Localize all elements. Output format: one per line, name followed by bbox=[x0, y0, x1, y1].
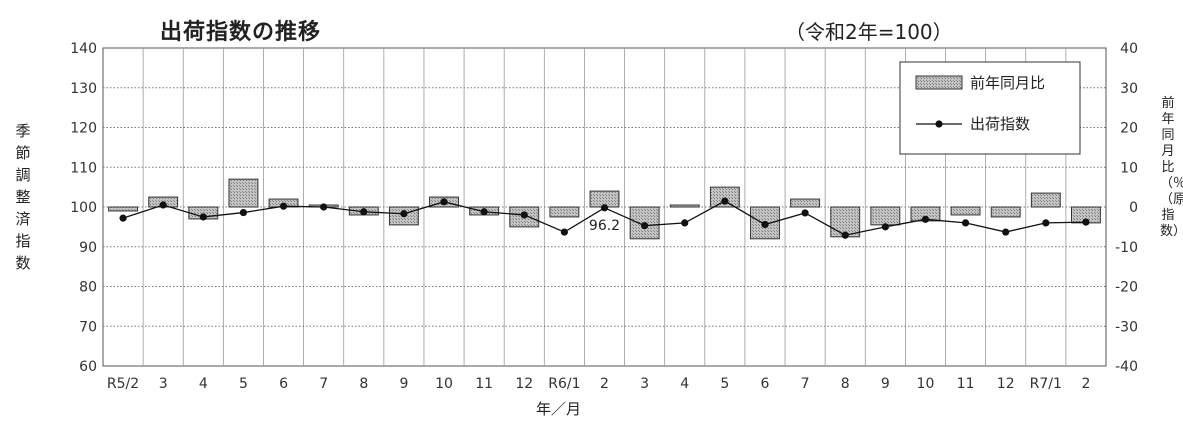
data-point-shipment-index bbox=[761, 220, 769, 229]
y-right-tick-label: 40 bbox=[1120, 41, 1138, 57]
x-tick-label: 8 bbox=[841, 376, 850, 392]
data-point-shipment-index bbox=[560, 228, 568, 236]
x-tick-label: 9 bbox=[881, 376, 890, 392]
data-point-shipment-index bbox=[440, 198, 448, 206]
x-tick-label: 12 bbox=[997, 376, 1015, 392]
y-left-tick-label: 80 bbox=[79, 280, 97, 296]
x-tick-label: 3 bbox=[640, 376, 649, 392]
x-tick-label: 8 bbox=[359, 376, 368, 392]
x-tick-label: 10 bbox=[917, 376, 935, 392]
y-left-tick-label: 110 bbox=[70, 160, 97, 176]
x-tick-label: R6/1 bbox=[548, 376, 580, 392]
x-tick-label: 5 bbox=[239, 376, 248, 392]
x-tick-label: 11 bbox=[475, 376, 493, 392]
bar-yoy bbox=[990, 206, 1021, 218]
data-point-shipment-index bbox=[239, 208, 248, 217]
data-point-shipment-index bbox=[119, 214, 127, 222]
legend-label-yoy: 前年同月比 bbox=[970, 74, 1045, 92]
y-left-tick-label: 120 bbox=[70, 121, 97, 137]
y-right-tick-label: 20 bbox=[1120, 121, 1138, 137]
data-point-shipment-index bbox=[520, 211, 528, 219]
data-point-shipment-index bbox=[841, 231, 849, 239]
legend-label-index: 出荷指数 bbox=[970, 115, 1030, 133]
data-point-shipment-index bbox=[360, 208, 368, 216]
bar-yoy bbox=[870, 206, 901, 226]
y-axis-left-label: 季節調整済指数 bbox=[15, 122, 31, 272]
legend-swatch-marker bbox=[935, 120, 943, 128]
data-point-shipment-index bbox=[801, 209, 809, 217]
x-axis-label: 年／月 bbox=[536, 400, 582, 418]
bar-yoy bbox=[108, 206, 139, 212]
x-tick-label: 2 bbox=[600, 376, 609, 392]
data-point-shipment-index bbox=[721, 197, 729, 205]
data-point-shipment-index bbox=[480, 208, 488, 216]
y-left-tick-label: 60 bbox=[79, 359, 97, 375]
y-right-tick-label: 10 bbox=[1120, 160, 1138, 176]
bar-yoy bbox=[228, 178, 259, 208]
x-tick-label: R7/1 bbox=[1030, 376, 1062, 392]
bar-yoy bbox=[669, 204, 700, 208]
data-point-shipment-index bbox=[961, 219, 970, 227]
x-tick-label: 9 bbox=[399, 376, 408, 392]
data-point-shipment-index bbox=[1042, 219, 1050, 227]
x-tick-label: 4 bbox=[199, 376, 208, 392]
y-left-tick-label: 90 bbox=[79, 240, 97, 256]
x-tick-label: 7 bbox=[801, 376, 810, 392]
data-point-shipment-index bbox=[400, 210, 408, 218]
x-tick-label: 7 bbox=[319, 376, 328, 392]
y-right-tick-label: 0 bbox=[1129, 200, 1138, 216]
bar-yoy bbox=[549, 206, 580, 218]
x-tick-label: 5 bbox=[720, 376, 729, 392]
x-tick-label: 4 bbox=[680, 376, 689, 392]
x-tick-label: 11 bbox=[957, 376, 975, 392]
y-left-tick-label: 130 bbox=[70, 81, 97, 97]
bar-yoy bbox=[709, 186, 740, 208]
y-left-tick-label: 100 bbox=[70, 200, 97, 216]
data-point-shipment-index bbox=[881, 223, 889, 231]
chart-subtitle: （令和2年=100） bbox=[785, 20, 953, 44]
x-tick-label: 3 bbox=[159, 376, 168, 392]
data-point-shipment-index bbox=[921, 215, 930, 223]
x-tick-label: 12 bbox=[515, 376, 533, 392]
data-point-shipment-index bbox=[641, 222, 649, 230]
data-point-shipment-index bbox=[320, 203, 328, 211]
data-point-shipment-index bbox=[1082, 218, 1090, 226]
data-point-shipment-index bbox=[600, 204, 609, 212]
data-point-shipment-index bbox=[1002, 228, 1010, 236]
y-right-tick-label: -10 bbox=[1115, 240, 1138, 256]
data-point-shipment-index bbox=[681, 219, 689, 227]
y-left-tick-label: 140 bbox=[70, 41, 97, 57]
x-tick-label: 2 bbox=[1081, 376, 1090, 392]
y-right-tick-label: -30 bbox=[1115, 319, 1138, 335]
data-point-shipment-index bbox=[199, 213, 207, 221]
y-right-tick-label: 30 bbox=[1120, 81, 1138, 97]
chart-title: 出荷指数の推移 bbox=[160, 20, 322, 45]
bar-yoy bbox=[950, 206, 981, 216]
x-tick-label: R5/2 bbox=[107, 376, 139, 392]
data-point-shipment-index bbox=[279, 202, 288, 210]
data-label: 96.2 bbox=[589, 218, 620, 234]
bar-yoy bbox=[1030, 192, 1061, 208]
y-left-tick-label: 70 bbox=[79, 319, 97, 335]
bar-yoy bbox=[790, 198, 821, 208]
x-tick-label: 10 bbox=[435, 376, 453, 392]
legend-swatch-bar bbox=[915, 75, 963, 90]
y-right-tick-label: -20 bbox=[1115, 280, 1138, 296]
data-point-shipment-index bbox=[159, 201, 167, 209]
y-right-tick-label: -40 bbox=[1115, 359, 1138, 375]
x-tick-label: 6 bbox=[279, 376, 288, 392]
x-tick-label: 6 bbox=[761, 376, 770, 392]
